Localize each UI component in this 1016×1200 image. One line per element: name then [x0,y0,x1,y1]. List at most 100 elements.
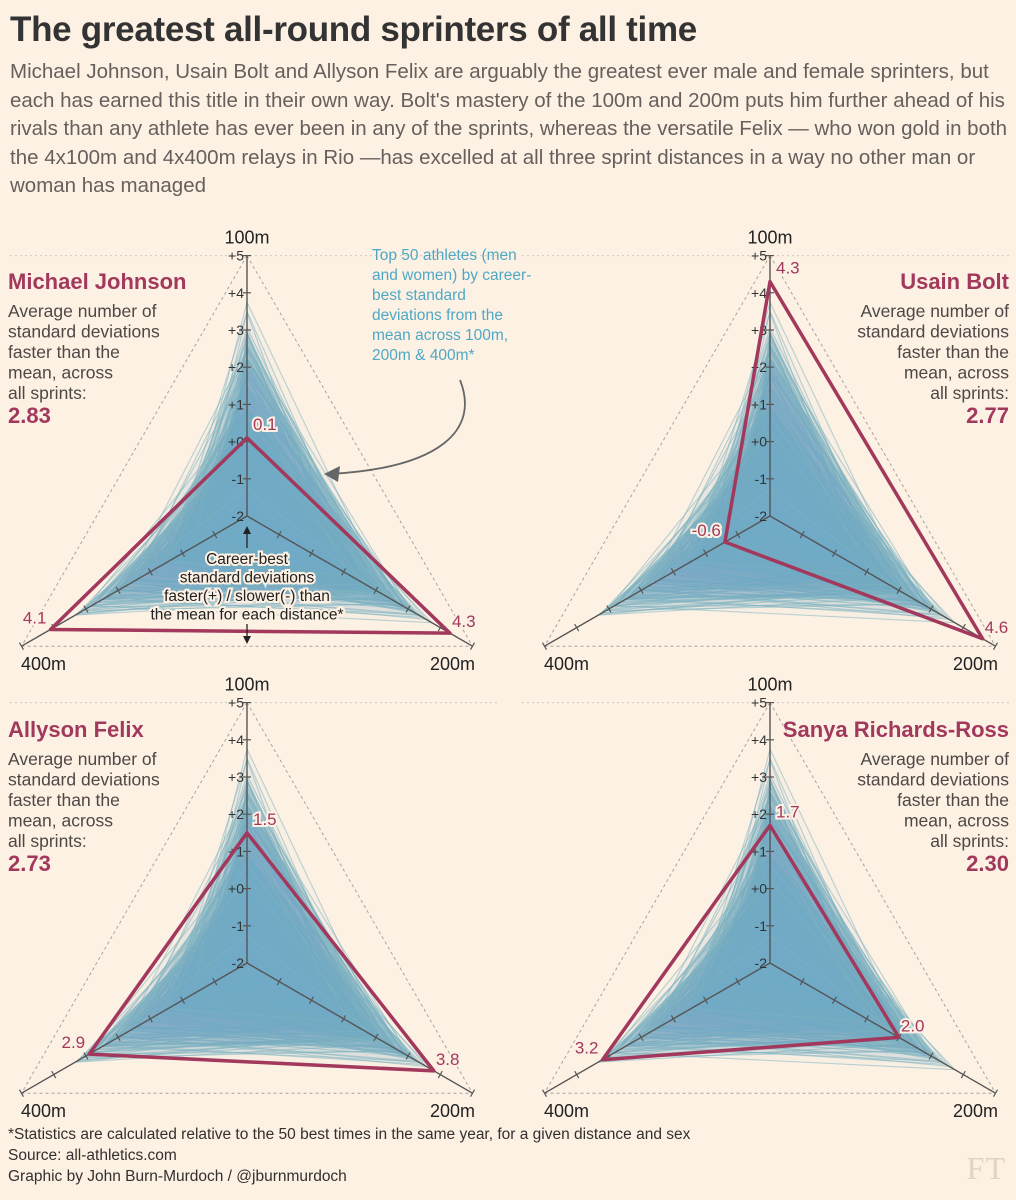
axis-line-200m [246,515,473,647]
athlete-polygon [224,779,371,1035]
average-label-line: Average number of [8,301,157,321]
athlete-name: Michael Johnson [8,269,186,294]
value-label-100m: 0.1 [253,415,277,434]
radar-charts: +5 +4 +3 +2 +1 +0 -1 -2 100m 200m 400m 0.1 4.3 4.1 Mic… [8,228,1012,1120]
athlete-polygon [119,430,367,590]
tick-label: -2 [755,508,768,524]
axis-tick [18,1089,25,1097]
axis-tick [574,1070,580,1079]
radar-chart-michael-johnson: +5+4+3+2+1+0-1-2100m200m400m0.14.34.1Mic… [8,228,497,674]
average-value: 2.73 [8,851,51,876]
athlete-polygon [186,792,348,1022]
annotation-top50-line: deviations from the [372,307,503,324]
axis-tick [83,1052,89,1060]
value-label-200m: 4.3 [452,612,476,631]
page-title: The greatest all-round sprinters of all … [10,10,697,49]
tick-label: +0 [751,881,767,897]
tick-label: -2 [232,508,245,524]
athlete-polygon [668,843,905,1041]
athlete-polygon [74,910,372,1063]
tick-label: +3 [228,769,244,785]
background-athletes [73,747,434,1071]
athlete-polygon [688,819,938,1060]
axis-title-400m: 400m [21,1101,66,1120]
source: Source: all-athletics.com [8,1147,177,1164]
athlete-polygon [94,488,383,604]
athlete-polygon [731,347,897,590]
axis-note-line: faster(+) / slower(-) than [164,588,330,605]
axis-title-200m: 200m [953,654,998,674]
athlete-polygon [94,935,383,1051]
tick-label: +4 [751,285,767,301]
athlete-polygon [718,364,892,587]
tick-label: +4 [228,732,244,748]
athlete-polygon [99,498,378,601]
axis-tick [799,530,805,539]
athlete-polygon [165,372,415,613]
axis-line-400m [21,962,248,1094]
axis-note-arrowhead-down [243,636,251,644]
axis-tick [541,1089,548,1097]
axis-tick [405,1052,411,1060]
athlete-polygon [191,309,368,587]
highlight-polygon [48,436,452,635]
axis-line-200m [769,962,996,1094]
tick-label: +0 [751,434,767,450]
axis-tick [960,1070,966,1079]
axis-tick [831,549,837,557]
tick-label: -1 [755,918,768,934]
annotation-arrowhead [324,466,340,482]
average-label-line: Average number of [8,749,157,769]
tick-label: +1 [751,396,767,412]
axis-tick [735,977,741,986]
athlete-polygon [642,877,890,1037]
athlete-polygon [132,416,383,595]
average-label-line: all sprints: [8,831,87,851]
athlete-name: Usain Bolt [900,269,1009,294]
axis-tick [308,996,314,1004]
highlight-polygon [600,823,901,1062]
athlete-polygon [642,430,890,590]
average-label-line: mean, across [904,363,1009,383]
athlete-polygon [597,463,895,616]
athlete-polygon [617,935,906,1051]
athlete-polygon [690,392,874,577]
athlete-name: Allyson Felix [8,717,144,742]
axis-tick [276,977,282,986]
athlete-polygon [186,345,348,575]
tick-label: +1 [228,396,244,412]
tick-label: -1 [755,471,768,487]
axis-line-400m [544,515,771,647]
axis-tick [469,1089,476,1097]
athlete-polygon [195,364,369,587]
axis-tick [670,1015,676,1023]
axis-title-200m: 200m [430,1101,475,1120]
average-label-line: faster than the [897,790,1009,810]
tick-label: +3 [751,769,767,785]
axis-note-line: the mean for each distance* [150,607,343,624]
axis-tick [373,586,379,595]
axis-title-400m: 400m [544,654,589,674]
athlete-polygon [119,877,367,1037]
average-label-line: Average number of [860,301,1009,321]
axis-title-100m: 100m [747,228,792,248]
highlight-polygon [723,279,985,641]
axis-title-100m: 100m [224,228,269,248]
axis-tick [928,1052,934,1060]
axis-tick [799,977,805,986]
axis-line-400m [544,962,771,1094]
athlete-polygon [630,923,915,1047]
average-value: 2.83 [8,403,51,428]
athlete-polygon [714,756,891,1034]
axis-tick [896,586,902,595]
athlete-polygon [106,892,365,1045]
value-label-400m: 4.1 [23,608,47,627]
radar-chart-usain-bolt: +5+4+3+2+1+0-1-2100m200m400m4.34.6-0.6Us… [522,228,1012,674]
athlete-polygon [680,835,893,1034]
tick-label: +5 [228,248,244,264]
axis-tick [212,530,218,539]
tick-label: -2 [755,955,768,971]
athlete-polygon [630,476,915,600]
average-label-line: standard deviations [857,322,1009,342]
